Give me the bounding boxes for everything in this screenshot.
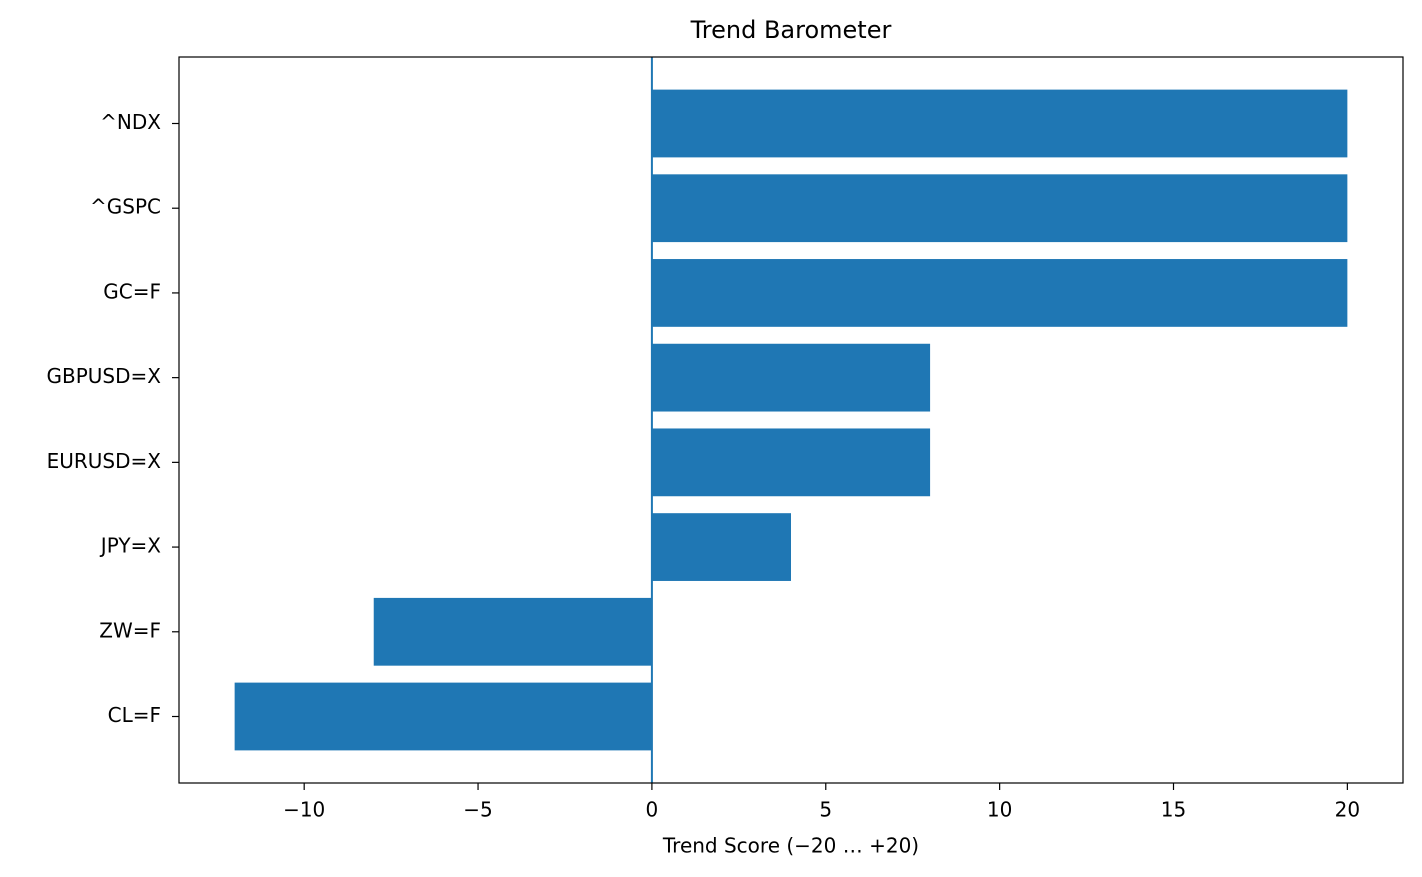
x-tick-label: −10	[283, 798, 325, 822]
y-tick-label: GC=F	[103, 279, 161, 303]
y-tick-label: JPY=X	[99, 534, 161, 558]
y-tick-label: GBPUSD=X	[47, 364, 162, 388]
x-tick-label: −5	[463, 798, 492, 822]
x-tick-label: 5	[819, 798, 832, 822]
plot-frame	[178, 56, 1404, 784]
bar	[651, 513, 791, 581]
chart-title: Trend Barometer	[690, 16, 892, 44]
bar	[373, 597, 652, 666]
y-tick-label: ZW=F	[99, 618, 161, 642]
bar	[234, 682, 652, 751]
x-tick-label: 10	[987, 798, 1012, 822]
bar	[651, 343, 931, 412]
y-tick-label: EURUSD=X	[47, 449, 162, 473]
y-tick-label: CL=F	[108, 703, 161, 727]
x-axis-label: Trend Score (−20 … +20)	[662, 834, 919, 858]
x-tick-label: 20	[1335, 798, 1360, 822]
y-tick-label: ^GSPC	[90, 195, 161, 219]
bar	[651, 428, 931, 497]
bar	[651, 259, 1348, 327]
bar	[651, 174, 1348, 243]
bar	[651, 89, 1348, 158]
x-tick-label: 0	[646, 798, 659, 822]
y-tick-label: ^NDX	[100, 110, 161, 134]
x-tick-label: 15	[1161, 798, 1186, 822]
